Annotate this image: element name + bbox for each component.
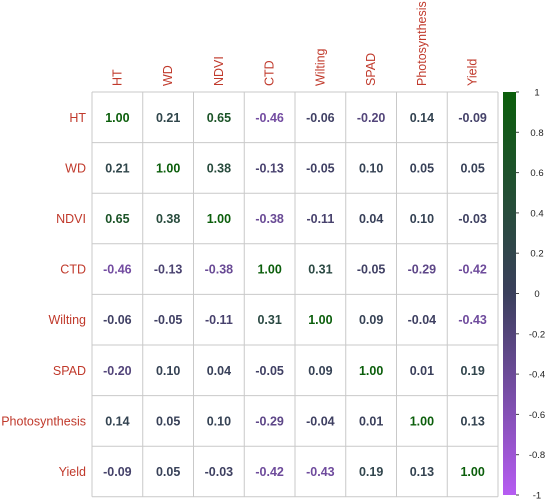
cell-value: -0.29 [408,263,437,277]
row-label: WD [65,161,86,175]
cell-value: 0.10 [410,212,434,226]
cell-value: 0.05 [460,161,484,175]
column-label: Yield [466,59,480,86]
colorbar-tick-label: 0.4 [530,208,543,219]
cell-value: 0.10 [156,364,180,378]
cell-value: -0.38 [255,212,284,226]
cell-value: 0.19 [460,364,484,378]
cell-value: -0.20 [103,364,132,378]
heatmap-cells: 1.00 0.21 0.65 -0.46 -0.06 -0.20 0.14 -0.09 0.21… [103,111,487,479]
cell-value: 1.00 [156,161,180,175]
cell-value: 0.01 [359,414,383,428]
cell-value: 0.31 [308,263,332,277]
row-label: NDVI [56,212,86,226]
heatmap-grid [91,91,499,498]
cell-value: -0.29 [255,414,284,428]
cell-value: 0.10 [359,161,383,175]
cell-value: -0.43 [306,465,335,479]
cell-value: 0.14 [410,111,434,125]
cell-value: 0.10 [207,414,231,428]
cell-value: -0.11 [205,313,233,327]
cell-value: 0.01 [410,364,434,378]
colorbar-tick-label: -1 [533,491,541,502]
cell-value: 0.65 [207,111,231,125]
cell-value: -0.38 [205,263,234,277]
cell-value: -0.04 [408,313,437,327]
cell-value: 1.00 [410,414,434,428]
colorbar-tick-label: -0.2 [529,329,545,340]
column-label: WD [161,65,175,86]
cell-value: 0.38 [156,212,180,226]
column-label: Photosynthesis [415,1,429,86]
colorbar-tick-label: -0.6 [529,410,545,421]
column-label: NDVI [212,56,226,86]
column-label: CTD [263,60,277,86]
row-labels: HT WD NDVI CTD Wilting SPAD Photosynthesis Yiel… [1,111,86,479]
colorbar-ticks: 1 0.8 0.6 0.4 0.2 0 -0.2 -0.4 -0.6 -0.8 -1 [516,88,545,502]
cell-value: 0.04 [359,212,383,226]
colorbar-gradient [503,92,516,495]
colorbar-tick-label: 0.8 [530,128,543,139]
cell-value: 0.13 [460,414,484,428]
cell-value: -0.46 [255,111,284,125]
row-label: SPAD [53,364,86,378]
cell-value: -0.42 [458,263,487,277]
colorbar-tick-label: 0.6 [530,168,543,179]
column-labels: HT WD NDVI CTD Wilting SPAD Photosynthesis Yiel… [110,1,479,86]
cell-value: -0.11 [306,212,334,226]
cell-value: 0.09 [308,364,332,378]
row-label: Yield [59,465,86,479]
colorbar-tick-label: -0.4 [529,370,545,381]
cell-value: -0.42 [255,465,284,479]
cell-value: 1.00 [359,364,383,378]
cell-value: -0.09 [458,111,487,125]
cell-value: -0.13 [255,161,284,175]
cell-value: 1.00 [308,313,332,327]
cell-value: -0.13 [154,263,183,277]
cell-value: 0.38 [207,161,231,175]
cell-value: 1.00 [257,263,281,277]
colorbar: 1 0.8 0.6 0.4 0.2 0 -0.2 -0.4 -0.6 -0.8 -1 [503,88,545,502]
cell-value: 0.05 [156,465,180,479]
cell-value: 0.05 [156,414,180,428]
cell-value: 0.19 [359,465,383,479]
colorbar-tick-label: 0.2 [530,249,543,260]
cell-value: -0.05 [154,313,183,327]
cell-value: -0.06 [306,111,335,125]
cell-value: -0.03 [205,465,234,479]
cell-value: -0.46 [103,263,132,277]
cell-value: -0.05 [357,263,386,277]
row-label: HT [69,111,86,125]
colorbar-tick-label: 1 [534,88,539,99]
cell-value: 1.00 [207,212,231,226]
cell-value: 0.05 [410,161,434,175]
cell-value: -0.09 [103,465,132,479]
cell-value: -0.20 [357,111,386,125]
cell-value: -0.05 [306,161,335,175]
cell-value: 0.21 [156,111,180,125]
row-label: Photosynthesis [1,414,86,428]
cell-value: 0.65 [105,212,129,226]
cell-value: -0.04 [306,414,335,428]
cell-value: 0.31 [257,313,281,327]
colorbar-tick-label: -0.8 [529,450,545,461]
cell-value: 1.00 [105,111,129,125]
column-label: Wilting [313,48,327,86]
row-label: CTD [60,263,86,277]
cell-value: 1.00 [460,465,484,479]
column-label: HT [110,69,124,86]
cell-value: -0.43 [458,313,487,327]
cell-value: 0.21 [105,161,129,175]
cell-value: 0.09 [359,313,383,327]
row-label: Wilting [48,313,86,327]
cell-value: 0.13 [410,465,434,479]
column-label: SPAD [364,53,378,86]
cell-value: -0.03 [458,212,487,226]
cell-value: -0.06 [103,313,132,327]
cell-value: -0.05 [255,364,284,378]
cell-value: 0.14 [105,414,129,428]
colorbar-tick-label: 0 [534,289,539,300]
cell-value: 0.04 [207,364,231,378]
